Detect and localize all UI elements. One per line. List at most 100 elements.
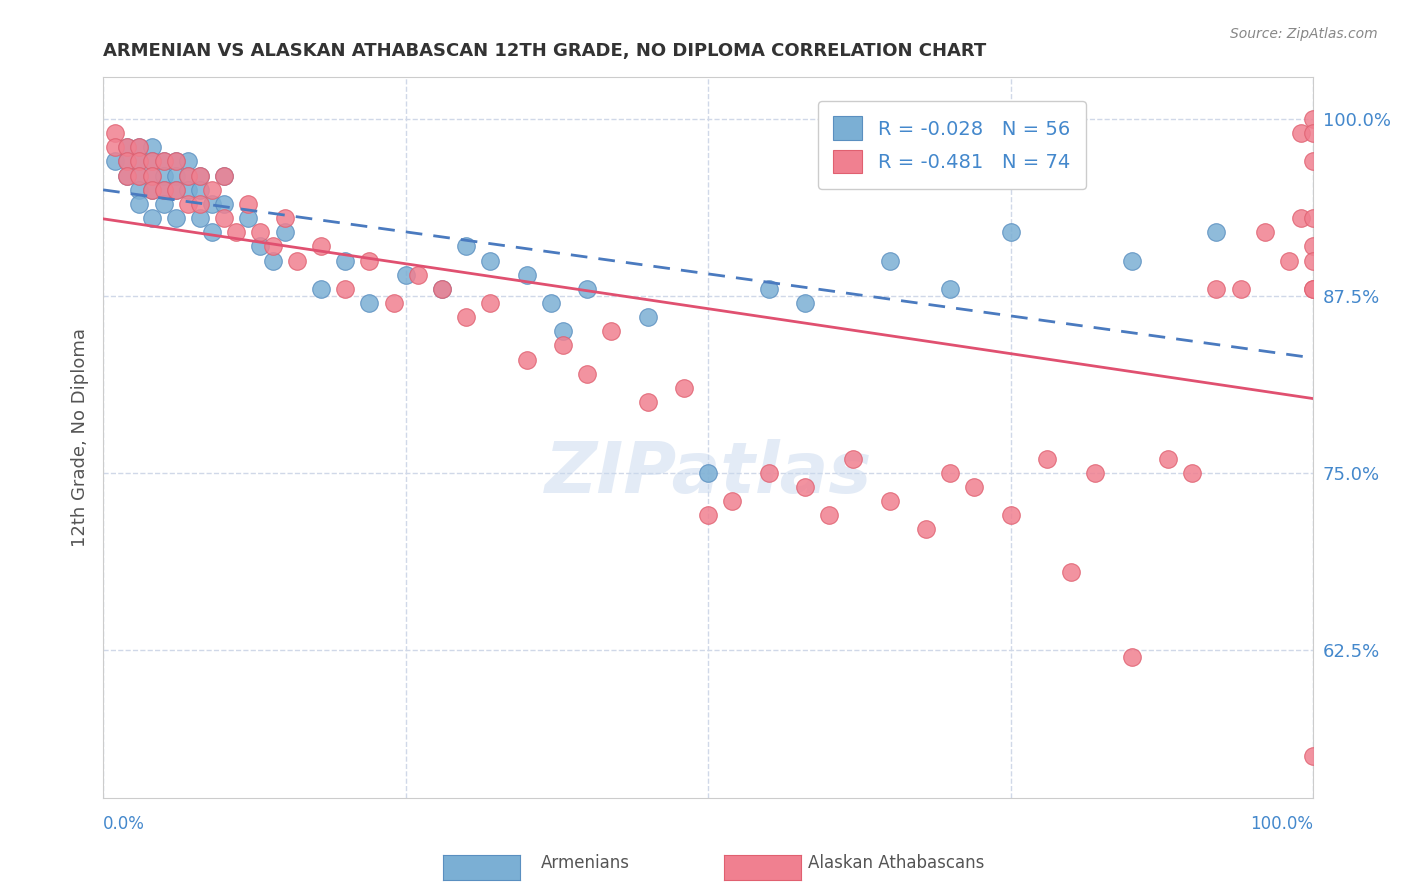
Legend: R = -0.028   N = 56, R = -0.481   N = 74: R = -0.028 N = 56, R = -0.481 N = 74: [818, 101, 1085, 189]
Point: [177, 183, 200, 197]
Point: [1302, 253, 1324, 268]
Point: [238, 211, 260, 225]
Point: [104, 126, 127, 140]
Point: [672, 381, 695, 395]
Point: [152, 154, 174, 169]
Point: [262, 253, 284, 268]
Point: [794, 296, 817, 310]
Point: [141, 183, 163, 197]
Point: [117, 154, 139, 169]
Point: [842, 451, 865, 466]
Y-axis label: 12th Grade, No Diploma: 12th Grade, No Diploma: [72, 328, 89, 547]
Point: [165, 154, 187, 169]
Point: [212, 211, 235, 225]
Point: [128, 197, 150, 211]
Point: [249, 239, 271, 253]
Text: Source: ZipAtlas.com: Source: ZipAtlas.com: [1230, 27, 1378, 41]
Point: [879, 253, 901, 268]
Point: [141, 183, 163, 197]
Point: [152, 197, 174, 211]
Point: [456, 239, 478, 253]
Point: [697, 508, 720, 523]
Point: [249, 225, 271, 239]
Point: [1289, 126, 1312, 140]
Point: [177, 197, 200, 211]
Point: [406, 268, 429, 282]
Point: [128, 169, 150, 183]
Point: [1205, 225, 1227, 239]
Point: [1121, 649, 1143, 664]
Point: [382, 296, 405, 310]
Point: [430, 282, 453, 296]
Point: [141, 169, 163, 183]
Point: [1084, 466, 1107, 480]
Point: [818, 508, 841, 523]
Point: [637, 395, 659, 409]
Point: [152, 183, 174, 197]
Point: [1289, 211, 1312, 225]
Point: [128, 169, 150, 183]
Point: [1302, 239, 1324, 253]
Point: [212, 169, 235, 183]
Point: [1302, 154, 1324, 169]
Point: [1302, 112, 1324, 126]
Point: [104, 154, 127, 169]
Point: [273, 225, 295, 239]
Point: [359, 296, 381, 310]
Point: [516, 352, 538, 367]
Point: [177, 169, 200, 183]
Point: [117, 140, 139, 154]
Point: [395, 268, 418, 282]
Point: [141, 154, 163, 169]
Point: [128, 140, 150, 154]
Point: [1000, 225, 1022, 239]
Point: [479, 253, 502, 268]
Point: [201, 225, 224, 239]
Point: [794, 480, 817, 494]
Text: 100.0%: 100.0%: [1250, 815, 1313, 833]
Point: [479, 296, 502, 310]
Point: [128, 183, 150, 197]
Text: 0.0%: 0.0%: [103, 815, 145, 833]
Point: [939, 282, 962, 296]
Point: [333, 253, 356, 268]
Point: [963, 480, 986, 494]
Point: [285, 253, 308, 268]
Point: [1302, 282, 1324, 296]
Point: [1302, 126, 1324, 140]
Text: Armenians: Armenians: [541, 855, 630, 872]
Point: [939, 466, 962, 480]
Point: [600, 324, 623, 338]
Point: [540, 296, 562, 310]
Point: [576, 367, 599, 381]
Point: [333, 282, 356, 296]
Point: [238, 197, 260, 211]
Text: ARMENIAN VS ALASKAN ATHABASCAN 12TH GRADE, NO DIPLOMA CORRELATION CHART: ARMENIAN VS ALASKAN ATHABASCAN 12TH GRAD…: [103, 42, 987, 60]
Point: [1181, 466, 1204, 480]
Point: [1121, 253, 1143, 268]
Point: [1157, 451, 1180, 466]
Point: [201, 197, 224, 211]
Point: [1060, 565, 1083, 579]
Point: [273, 211, 295, 225]
Point: [165, 154, 187, 169]
Point: [117, 140, 139, 154]
Point: [721, 494, 744, 508]
Point: [188, 169, 211, 183]
Point: [551, 338, 574, 352]
Point: [637, 310, 659, 325]
Point: [165, 183, 187, 197]
Point: [188, 169, 211, 183]
Point: [128, 154, 150, 169]
Point: [141, 169, 163, 183]
Point: [758, 282, 780, 296]
Point: [697, 466, 720, 480]
Point: [1254, 225, 1277, 239]
Point: [1000, 508, 1022, 523]
Point: [758, 466, 780, 480]
Point: [879, 494, 901, 508]
Point: [212, 197, 235, 211]
Point: [141, 140, 163, 154]
Point: [177, 169, 200, 183]
Point: [152, 169, 174, 183]
